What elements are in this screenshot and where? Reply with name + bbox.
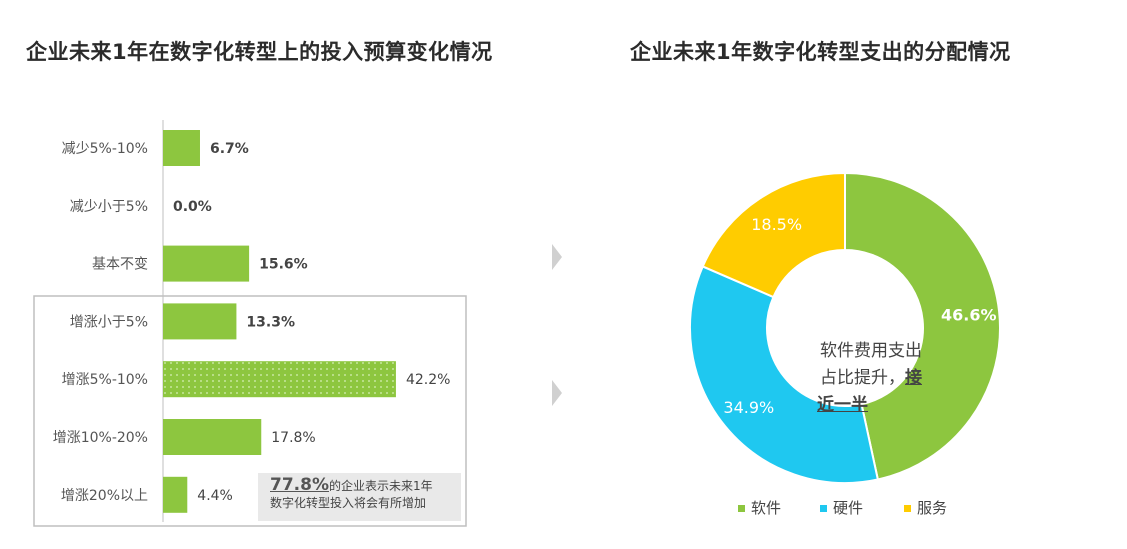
legend-software: 软件 [738,497,781,518]
legend-hardware: 硬件 [820,497,863,518]
value-label: 15.6% [259,257,308,273]
value-label: 42.2% [406,372,450,388]
legend-label-hardware: 硬件 [833,499,864,517]
category-label: 减少小于5% [70,199,148,215]
arrow-icon [552,380,562,406]
category-label: 增涨5%-10% [62,372,148,388]
slice-value-label: 34.9% [723,398,774,417]
bar [163,130,200,166]
category-label: 增涨10%-20% [53,430,148,446]
donut-hole [767,250,923,406]
arrow-icon [552,244,562,270]
note-line2: 数字化转型投入将会有所增加 [270,496,427,510]
category-label: 增涨20%以上 [61,488,148,504]
category-label: 增涨小于5% [70,314,148,330]
value-label: 0.0% [173,199,212,215]
donut-center-text: 软件费用支出 占比提升，接 近一半 [796,338,946,419]
left-chart-title: 企业未来1年在数字化转型上的投入预算变化情况 [26,40,493,64]
note-highlight: 77.8% [270,475,329,495]
value-label: 13.3% [246,314,295,330]
increase-group-box [33,295,467,527]
summary-note: 77.8%的企业表示未来1年 数字化转型投入将会有所增加 [258,473,461,521]
bar [163,245,250,282]
slice-value-label: 18.5% [751,215,802,234]
bar [163,361,396,398]
bar [163,419,262,455]
bar [163,476,188,513]
category-label: 基本不变 [92,256,148,273]
right-chart-title: 企业未来1年数字化转型支出的分配情况 [630,40,1011,64]
category-label: 减少5%-10% [62,141,148,157]
legend-services: 服务 [904,497,947,518]
legend-swatch-hardware [820,505,827,512]
center-line2: 占比提升， [820,368,905,388]
center-line2-bold: 接 [905,368,922,388]
center-line1: 软件费用支出 [820,341,922,361]
legend-swatch-software [738,505,745,512]
slice-value-label: 46.6% [941,306,997,325]
bar-chart: 减少5%-10% 6.7% 减少小于5% 0.0% 基本不变 15.6% 增涨小于5% 13.… [53,130,450,513]
value-label: 6.7% [210,141,249,157]
value-label: 4.4% [197,488,233,504]
bar [163,303,237,340]
legend-swatch-services [904,505,911,512]
center-line3-bold: 近一半 [817,395,868,415]
legend-label-services: 服务 [917,499,948,517]
donut-chart: 46.6% 34.9% 18.5% [689,171,1001,484]
note-line1: 的企业表示未来1年 [328,479,433,493]
value-label: 17.8% [271,430,315,446]
legend-label-software: 软件 [751,499,782,517]
